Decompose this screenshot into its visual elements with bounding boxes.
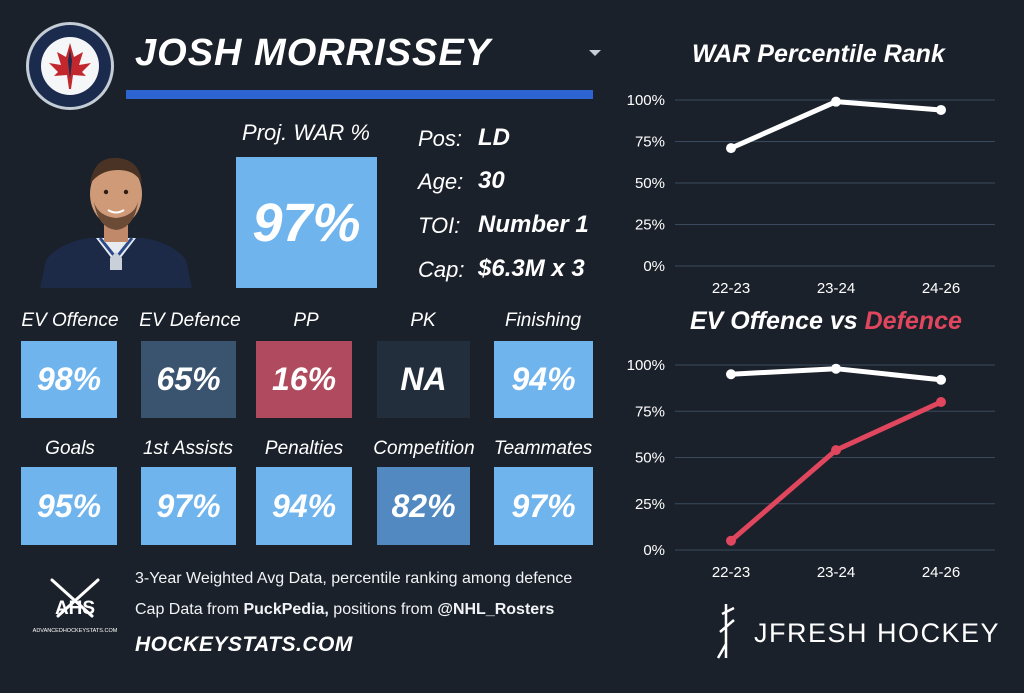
- chart2-series-line-defence: [729, 399, 943, 543]
- metric-label-penalties: Penalties: [264, 438, 344, 459]
- metric-label-ev-defence: EV Defence: [139, 310, 241, 331]
- metric-tile-goals: 95%: [21, 467, 117, 545]
- ahs-logo-subtext: ADVANCEDHOCKEYSTATS.COM: [33, 628, 118, 634]
- chart2-x-tick-label: 24-26: [922, 564, 960, 581]
- chart1-point-war: [726, 143, 736, 154]
- chart1-y-tick-label: 0%: [643, 258, 665, 275]
- chart2-y-tick-label: 50%: [635, 450, 665, 467]
- info-value-pos: LD: [478, 124, 510, 151]
- info-value-cap: $6.3M x 3: [478, 255, 585, 282]
- player-headshot: [38, 142, 194, 288]
- chart2-point-defence: [831, 445, 841, 456]
- chart2-point-ev-offence: [831, 363, 841, 374]
- metric-label-1st-assists: 1st Assists: [142, 438, 234, 459]
- brand-text: JFRESH HOCKEY: [754, 618, 1000, 648]
- info-value-age: 30: [478, 167, 505, 194]
- footer-note-sources: Cap Data from PuckPedia, positions from …: [135, 601, 555, 618]
- info-label-pos: Pos:: [418, 126, 463, 151]
- chart1-y-tick-label: 50%: [635, 175, 665, 192]
- chart2-point-defence: [936, 397, 946, 407]
- site-url[interactable]: HOCKEYSTATS.COM: [135, 633, 353, 656]
- info-label-cap: Cap:: [418, 257, 465, 282]
- metric-tile-pk: NA: [377, 341, 470, 418]
- chart1-x-tick-label: 23-24: [817, 280, 855, 297]
- team-logo: [26, 22, 114, 110]
- metric-label-finishing: Finishing: [504, 310, 582, 331]
- jfresh-hockey-logo: JFRESH HOCKEY: [712, 600, 1012, 662]
- chart2-y-tick-label: 100%: [627, 357, 665, 374]
- chart2-y-tick-label: 25%: [635, 496, 665, 513]
- chart1-x-tick-label: 22-23: [712, 280, 750, 297]
- metric-tile-teammates: 97%: [494, 467, 593, 545]
- metric-label-competition: Competition: [373, 438, 475, 459]
- chart1-y-tick-label: 100%: [627, 92, 665, 109]
- metric-tile-competition: 82%: [377, 467, 470, 545]
- chart1-point-war: [831, 96, 841, 107]
- ahs-logo-text: AHS: [55, 598, 95, 619]
- chart1-y-tick-label: 25%: [635, 217, 665, 234]
- chart2-point-ev-offence: [936, 374, 946, 385]
- chart1-point-war: [936, 104, 946, 115]
- metric-tile-finishing: 94%: [494, 341, 593, 418]
- chart-ev-offence-vs-defence: 0% 25% 50% 75% 100% 22-23 23-24 24-26: [627, 357, 995, 581]
- info-label-toi: TOI:: [418, 213, 461, 238]
- metric-tile-ev-defence: 65%: [141, 341, 236, 418]
- maple-leaf-icon: [41, 37, 99, 95]
- chart2-x-tick-label: 23-24: [817, 564, 855, 581]
- chart2-point-ev-offence: [726, 369, 736, 380]
- player-name: JOSH MORRISSEY: [135, 32, 492, 74]
- metric-label-ev-offence: EV Offence: [21, 310, 119, 331]
- ahs-logo: AHS ADVANCEDHOCKEYSTATS.COM: [30, 572, 120, 647]
- metric-tile-ev-offence: 98%: [21, 341, 117, 418]
- chart1-x-tick-label: 24-26: [922, 280, 960, 297]
- chart2-x-tick-label: 22-23: [712, 564, 750, 581]
- metric-label-teammates: Teammates: [493, 438, 593, 459]
- name-underline: [126, 90, 593, 99]
- metric-label-goals: Goals: [45, 438, 95, 459]
- proj-war-value: 97%: [236, 157, 377, 288]
- info-label-age: Age:: [418, 169, 464, 194]
- chart2-y-tick-label: 0%: [643, 542, 665, 559]
- chart-war-percentile: 0% 25% 50% 75% 100% 22-23 23-24 24-26: [627, 92, 995, 297]
- metric-label-pk: PK: [410, 310, 436, 331]
- chart2-y-tick-label: 75%: [635, 403, 665, 420]
- chart1-y-tick-label: 75%: [635, 134, 665, 151]
- proj-war-label: Proj. WAR %: [242, 120, 370, 145]
- metric-tile-1st-assists: 97%: [141, 467, 236, 545]
- metric-tile-penalties: 94%: [256, 467, 352, 545]
- chart1-title: WAR Percentile Rank: [692, 40, 945, 68]
- chart2-title: EV Offence vs Defence: [690, 307, 962, 335]
- footer-note-data: 3-Year Weighted Avg Data, percentile ran…: [135, 570, 573, 587]
- chart2-point-defence: [726, 535, 736, 546]
- metric-label-pp: PP: [293, 310, 319, 331]
- info-value-toi: Number 1: [478, 211, 589, 238]
- player-dropdown-caret-icon[interactable]: [589, 50, 601, 56]
- metric-tile-pp: 16%: [256, 341, 352, 418]
